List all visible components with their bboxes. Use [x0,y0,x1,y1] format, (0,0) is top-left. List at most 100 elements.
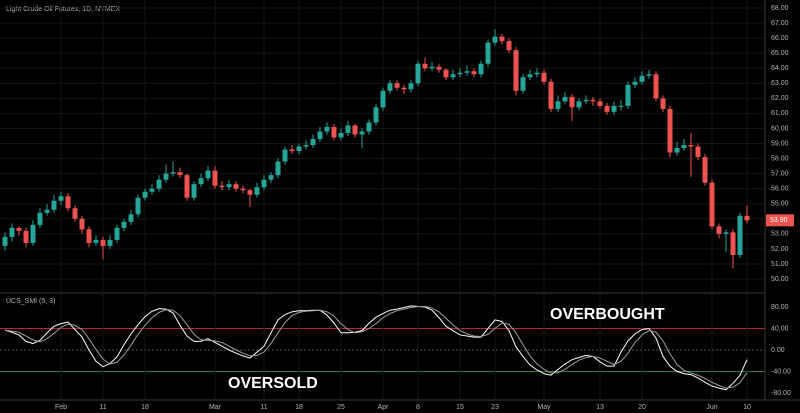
candle-body [450,74,456,78]
candle-body [744,215,750,221]
y-tick-label: 60.00 [771,125,789,132]
candle-body [156,179,162,189]
candle-body [569,96,575,108]
candle-body [394,83,400,88]
candle-body [233,184,239,189]
x-tick-label: 11 [99,404,106,411]
candle-body [541,72,547,82]
candle-body [639,75,645,82]
candle-body [653,74,659,99]
candle-body [408,83,414,90]
candle-body [716,226,722,234]
x-tick-label: Apr [378,404,390,411]
y-tick-label: 64.00 [771,65,789,72]
candle-body [324,126,330,132]
candle-body [492,36,498,43]
candle-body [331,126,337,138]
candle-body [44,209,50,213]
candle-body [30,224,36,243]
candle-body [16,227,22,231]
candle-body [604,105,610,112]
candle-body [471,71,477,75]
candle-body [674,148,680,153]
candle-body [100,239,106,246]
y-tick-label: 61.00 [771,110,789,117]
candle-body [205,170,211,179]
candle-body [177,172,183,176]
x-tick-label: 13 [596,404,604,411]
candle-body [737,215,743,255]
candle-body [562,96,568,102]
candle-body [478,63,484,75]
x-tick-label: 23 [491,404,499,411]
x-tick-label: Feb [55,404,67,411]
candle-body [114,227,120,240]
y-tick-label: 51.00 [771,261,789,268]
candle-body [436,66,442,70]
candle-body [618,105,624,107]
candle-body [422,63,428,69]
candle-body [65,196,71,209]
candle-body [93,239,99,243]
candle-body [667,108,673,153]
candle-body [240,188,246,191]
candle-body [338,132,344,138]
candle-body [457,72,463,75]
candle-body [135,197,141,215]
last-price-label: 53.90 [770,217,788,224]
indicator-line [4,305,748,391]
candle-body [681,145,687,149]
y-tick-label: 50.00 [771,276,789,283]
y-tick-label: 66.00 [771,35,789,42]
candle-body [401,87,407,90]
x-tick-label: 20 [638,404,646,411]
candle-body [282,149,288,162]
last-price-box [766,214,794,227]
candle-body [254,187,260,195]
candle-body [548,81,554,109]
x-tick-label: May [537,404,551,411]
x-tick-label: 18 [295,404,303,411]
candle-body [352,125,358,135]
y-tick-label: -80.00 [771,390,791,397]
candle-body [485,42,491,64]
candle-body [261,179,267,188]
candle-body [184,175,190,198]
grid [0,0,765,400]
candle-body [380,90,386,108]
y-tick-label: -40.00 [771,368,791,375]
candle-body [58,196,64,201]
candle-body [128,214,134,222]
y-tick-label: 53.00 [771,231,789,238]
candle-body [590,99,596,102]
y-tick-label: 0.00 [771,347,785,354]
y-tick-label: 67.00 [771,20,789,27]
candle-body [387,83,393,91]
y-tick-label: 40.00 [771,325,789,332]
candle-body [506,41,512,51]
candle-body [79,218,85,230]
candle-body [296,146,302,152]
candle-body [23,230,29,243]
annotation: OVERBOUGHT [550,306,665,323]
candle-body [527,74,533,78]
candle-body [660,98,666,109]
candle-body [429,66,435,69]
candle-body [625,84,631,106]
candle-body [149,188,155,192]
candle-body [303,145,309,147]
x-tick-label: Mar [209,404,222,411]
y-tick-label: 80.00 [771,304,789,311]
marks [2,29,750,391]
candle-body [2,236,8,246]
candle-body [359,131,365,135]
y-tick-label: 56.00 [771,186,789,193]
indicator-title: UCS_SMI (5, 3) [6,298,55,305]
candle-body [415,63,421,84]
candle-body [366,122,372,132]
candle-body [702,157,708,183]
x-tick-label: Jun [706,404,717,411]
candle-body [142,191,148,198]
candle-body [247,190,253,195]
candle-body [72,208,78,219]
